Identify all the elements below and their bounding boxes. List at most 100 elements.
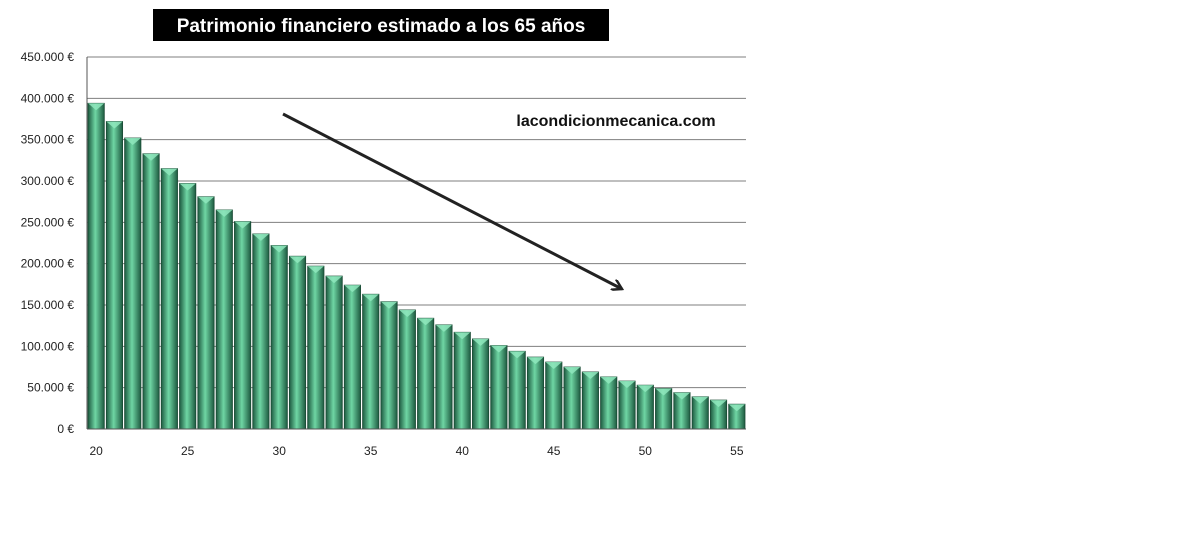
bar-group [124,137,142,430]
bar-bevel [161,168,178,176]
y-tick-label: 300.000 € [21,174,75,188]
bar-group [490,345,508,430]
bar-group [343,284,361,430]
bar-bevel [472,338,489,346]
y-tick-label: 450.000 € [21,50,75,64]
bar [288,255,307,430]
bar [490,345,508,430]
bar [87,102,105,430]
bar-group [673,392,691,430]
bar-group [453,331,471,430]
bar-group [234,221,252,430]
bar-group [563,366,581,430]
y-tick-label: 400.000 € [21,91,75,105]
bar-bevel [252,233,270,241]
bar [234,221,252,430]
bar-bevel [490,345,508,353]
bar-bevel [289,256,306,264]
bar [417,317,435,430]
bar [435,324,453,430]
bar [398,309,416,430]
bar-group [288,255,307,430]
bar-bevel [435,324,453,332]
y-tick-label: 350.000 € [21,133,75,147]
bar [270,245,288,430]
bar-group [215,209,233,430]
bar-bevel [234,221,251,229]
bar-bevel [271,245,288,253]
y-tick-label: 150.000 € [21,298,75,312]
bar-group [691,396,709,430]
bar-group [545,361,563,430]
bar-bevel [325,276,343,284]
bar-bevel [142,153,160,161]
bar-bevel [728,404,745,412]
bar-group [105,121,124,430]
gridlines [87,56,746,389]
bar-bevel [563,367,581,374]
bar-group [655,388,673,430]
bar [105,121,124,430]
bar [618,380,636,430]
y-tick-label: 50.000 € [27,381,74,395]
bar-group [142,153,160,430]
y-tick-label: 200.000 € [21,257,75,271]
trend-arrow [282,112,622,289]
bar-group [307,265,325,430]
x-tick-label: 55 [730,444,744,458]
bar [472,338,490,430]
bar [179,183,197,430]
bar [160,168,178,430]
bar-bevel [582,371,599,379]
bar-bevel [362,294,379,302]
bar-group [197,196,215,430]
bar-bevel [124,138,141,146]
bar-bevel [545,362,562,370]
bar-group [618,380,636,430]
bar-bevel [197,196,215,204]
x-tick-label: 45 [547,444,561,458]
axes [86,57,746,430]
title-background [153,9,609,41]
bar-bevel [637,385,654,393]
bar-bevel [710,400,727,408]
bar-group [417,317,435,430]
bar [215,209,233,430]
bar [545,361,563,430]
bar [252,233,270,430]
bar-bevel [417,318,434,326]
y-tick-label: 100.000 € [21,339,75,353]
bar-group [472,338,490,430]
y-axis-tick-labels: 0 € 50.000 € 100.000 € 150.000 € 200.000 € 25… [21,50,75,436]
x-axis-tick-labels: 20 25 30 35 40 45 50 55 [89,444,743,458]
watermark-text: lacondicionmecanica.com [516,113,715,130]
bar-group [526,356,545,430]
bar-bevel [454,332,471,340]
bar-bevel [692,396,709,404]
bar-bevel [179,183,196,191]
bar-bevel [106,121,123,129]
bar-group [325,275,343,430]
bar-bevel [618,381,636,389]
bar-group [87,102,105,430]
bar-group [270,245,288,430]
y-tick-label: 0 € [57,422,74,436]
x-tick-label: 20 [89,444,103,458]
bar-group [709,399,728,430]
bar-group [160,168,178,430]
x-tick-label: 35 [364,444,378,458]
bar-bevel [673,392,691,400]
bar [142,153,160,430]
bar-bevel [399,309,416,317]
bar [453,331,471,430]
bar [124,137,142,430]
bar-bevel [527,357,544,365]
bar-group [581,371,599,430]
x-tick-label: 40 [456,444,470,458]
bar-group [600,376,618,430]
bar [325,275,343,430]
bar-bevel [344,285,361,293]
bar [526,356,545,430]
bar [600,376,618,430]
